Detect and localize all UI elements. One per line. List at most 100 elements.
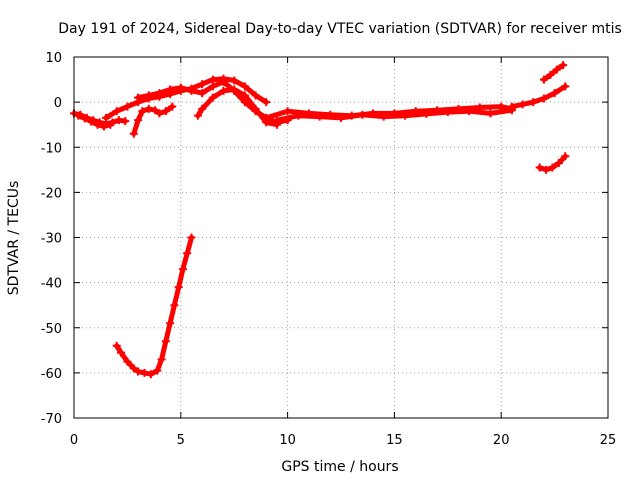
data-point xyxy=(166,319,175,328)
data-point xyxy=(129,129,138,138)
data-point xyxy=(546,71,555,80)
data-point xyxy=(422,109,431,118)
data-point xyxy=(379,112,388,121)
data-point xyxy=(230,85,239,94)
y-tick-label: -50 xyxy=(41,322,62,337)
data-point xyxy=(552,65,561,74)
data-point xyxy=(198,80,207,89)
data-point xyxy=(178,265,187,274)
data-point xyxy=(144,104,153,113)
data-point xyxy=(183,249,192,258)
data-point xyxy=(123,357,132,366)
data-point xyxy=(198,104,207,113)
data-point xyxy=(102,113,111,122)
data-point xyxy=(157,355,166,364)
data-point xyxy=(187,86,196,95)
data-point xyxy=(116,348,125,357)
data-point xyxy=(99,122,108,131)
series-line xyxy=(541,62,566,83)
y-tick-label: -70 xyxy=(41,412,62,427)
series-arc-dip xyxy=(129,102,177,138)
data-point xyxy=(87,117,96,126)
data-point xyxy=(315,112,324,121)
data-point xyxy=(542,165,551,174)
data-point xyxy=(168,102,177,111)
data-point xyxy=(155,89,164,98)
data-point xyxy=(170,301,179,310)
data-point xyxy=(559,61,568,70)
chart-title: Day 191 of 2024, Sidereal Day-to-day VTE… xyxy=(58,21,622,37)
data-point xyxy=(539,75,548,84)
data-point xyxy=(529,98,538,107)
data-point xyxy=(161,107,170,116)
data-point xyxy=(187,233,196,242)
series-arc-late-rise xyxy=(507,82,570,111)
data-point xyxy=(74,111,83,120)
data-series xyxy=(70,61,570,379)
data-point xyxy=(294,111,303,120)
data-point xyxy=(208,75,217,84)
data-point xyxy=(230,76,239,85)
data-point xyxy=(219,86,228,95)
data-point xyxy=(550,89,559,98)
y-tick-label: -20 xyxy=(41,186,62,201)
x-tick-label: 15 xyxy=(386,433,403,448)
data-point xyxy=(112,341,121,350)
data-point xyxy=(134,93,143,102)
data-point xyxy=(151,106,160,115)
y-tick-label: -10 xyxy=(41,141,62,156)
y-tick-label: -60 xyxy=(41,367,62,382)
data-point xyxy=(121,117,130,126)
data-point xyxy=(443,108,452,117)
data-point xyxy=(486,109,495,118)
data-point xyxy=(539,94,548,103)
data-point xyxy=(251,91,260,100)
data-point xyxy=(140,368,149,377)
data-point xyxy=(161,337,170,346)
data-point xyxy=(176,83,185,92)
data-point xyxy=(80,114,89,123)
data-point xyxy=(208,82,217,91)
y-tick-label: -30 xyxy=(41,232,62,247)
series-line xyxy=(114,235,194,377)
x-tick-label: 20 xyxy=(493,433,510,448)
tick-labels: 0 5 10 15 20 25 10 0 -10 -20 -30 -40 -50 -60 -70 xyxy=(41,51,617,448)
data-point xyxy=(272,116,281,125)
data-point xyxy=(548,163,557,172)
series-arc-late-top xyxy=(539,61,568,84)
y-tick-label: 10 xyxy=(45,51,62,66)
data-point xyxy=(144,91,153,100)
axis-ticks xyxy=(73,56,609,419)
data-point xyxy=(174,283,183,292)
data-point xyxy=(518,100,527,109)
data-point xyxy=(283,107,292,116)
x-axis-label: GPS time / hours xyxy=(281,459,398,475)
data-point xyxy=(358,110,367,119)
data-point xyxy=(138,107,147,116)
data-point xyxy=(155,109,164,118)
data-point xyxy=(129,364,138,373)
data-point xyxy=(240,91,249,100)
series-arc-flat-2 xyxy=(272,106,516,125)
data-point xyxy=(134,116,143,125)
x-tick-label: 10 xyxy=(279,433,296,448)
data-point xyxy=(561,82,570,91)
y-tick-label: -40 xyxy=(41,277,62,292)
data-point xyxy=(93,120,102,129)
data-point xyxy=(134,367,143,376)
series-arc-early-lower xyxy=(74,111,115,131)
data-point xyxy=(554,159,563,168)
data-point xyxy=(240,82,249,91)
y-tick-label: 0 xyxy=(54,96,62,111)
x-tick-label: 5 xyxy=(177,433,185,448)
data-point xyxy=(262,98,271,107)
data-point xyxy=(198,89,207,98)
data-point xyxy=(262,113,271,122)
data-point xyxy=(166,85,175,94)
data-point xyxy=(465,107,474,116)
data-point xyxy=(337,113,345,122)
data-point xyxy=(146,370,155,379)
x-tick-label: 25 xyxy=(600,433,617,448)
